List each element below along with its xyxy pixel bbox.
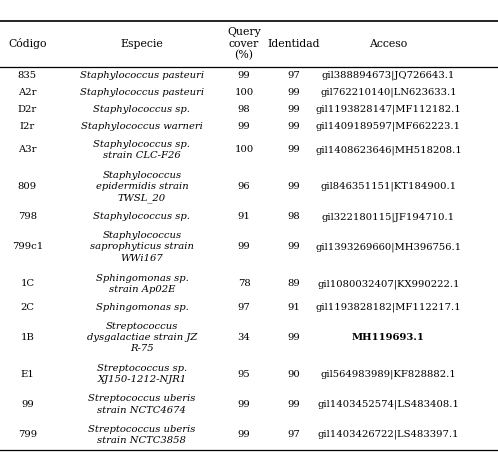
Text: Streptococcus: Streptococcus <box>106 322 178 331</box>
Text: gil1193828147|MF112182.1: gil1193828147|MF112182.1 <box>316 104 461 114</box>
Text: 799c1: 799c1 <box>12 242 43 251</box>
Text: 1B: 1B <box>20 333 34 342</box>
Text: 799: 799 <box>18 430 37 439</box>
Text: 91: 91 <box>287 303 300 312</box>
Text: 99: 99 <box>287 400 300 409</box>
Text: gil322180115|JF194710.1: gil322180115|JF194710.1 <box>322 212 455 222</box>
Text: 89: 89 <box>287 279 300 288</box>
Text: 99: 99 <box>287 122 300 131</box>
Text: 97: 97 <box>287 71 300 80</box>
Text: 95: 95 <box>238 370 250 379</box>
Text: gil1409189597|MF662223.1: gil1409189597|MF662223.1 <box>316 121 461 131</box>
Text: Streptococcus sp.: Streptococcus sp. <box>97 364 187 373</box>
Text: 99: 99 <box>238 430 250 439</box>
Text: gil1403452574|LS483408.1: gil1403452574|LS483408.1 <box>318 400 459 409</box>
Text: XJ150-1212-NJR1: XJ150-1212-NJR1 <box>98 376 186 384</box>
Text: Staphylococcus warneri: Staphylococcus warneri <box>81 122 203 131</box>
Text: gil1408623646|MH518208.1: gil1408623646|MH518208.1 <box>315 145 462 154</box>
Text: 99: 99 <box>287 333 300 342</box>
Text: 100: 100 <box>235 88 253 97</box>
Text: MH119693.1: MH119693.1 <box>352 333 425 342</box>
Text: gil1080032407|KX990222.1: gil1080032407|KX990222.1 <box>317 279 460 289</box>
Text: 798: 798 <box>18 213 37 221</box>
Text: E1: E1 <box>20 370 34 379</box>
Text: 99: 99 <box>238 122 250 131</box>
Text: 99: 99 <box>287 242 300 251</box>
Text: Código: Código <box>8 38 47 49</box>
Text: 97: 97 <box>238 303 250 312</box>
Text: 78: 78 <box>238 279 250 288</box>
Text: Staphylococcus sp.: Staphylococcus sp. <box>94 105 190 114</box>
Text: 1C: 1C <box>20 279 34 288</box>
Text: gil846351151|KT184900.1: gil846351151|KT184900.1 <box>320 182 457 191</box>
Text: A2r: A2r <box>18 88 37 97</box>
Text: Especie: Especie <box>121 39 163 49</box>
Text: 96: 96 <box>238 182 250 191</box>
Text: Identidad: Identidad <box>267 39 320 49</box>
Text: 97: 97 <box>287 430 300 439</box>
Text: 98: 98 <box>238 105 250 114</box>
Text: 99: 99 <box>287 145 300 154</box>
Text: Acceso: Acceso <box>370 39 407 49</box>
Text: 99: 99 <box>238 400 250 409</box>
Text: Staphylococcus pasteuri: Staphylococcus pasteuri <box>80 88 204 97</box>
Text: 99: 99 <box>238 242 250 251</box>
Text: Staphylococcus pasteuri: Staphylococcus pasteuri <box>80 71 204 80</box>
Text: Staphylococcus: Staphylococcus <box>103 171 181 180</box>
Text: A3r: A3r <box>18 145 37 154</box>
Text: gil388894673|JQ726643.1: gil388894673|JQ726643.1 <box>322 71 455 80</box>
Text: strain NCTC3858: strain NCTC3858 <box>98 436 186 445</box>
Text: WWi167: WWi167 <box>121 254 163 263</box>
Text: gil1403426722|LS483397.1: gil1403426722|LS483397.1 <box>318 430 459 439</box>
Text: gil762210140|LN623633.1: gil762210140|LN623633.1 <box>320 87 457 97</box>
Text: Staphylococcus: Staphylococcus <box>103 231 181 240</box>
Text: 91: 91 <box>238 213 250 221</box>
Text: strain CLC-F26: strain CLC-F26 <box>103 151 181 160</box>
Text: 90: 90 <box>287 370 300 379</box>
Text: strain Ap02E: strain Ap02E <box>109 285 175 294</box>
Text: 99: 99 <box>287 105 300 114</box>
Text: Sphingomonas sp.: Sphingomonas sp. <box>96 273 188 283</box>
Text: Query
cover
(%): Query cover (%) <box>227 27 261 60</box>
Text: D2r: D2r <box>18 105 37 114</box>
Text: 34: 34 <box>238 333 250 342</box>
Text: dysgalactiae strain JZ: dysgalactiae strain JZ <box>87 333 197 342</box>
Text: 99: 99 <box>287 182 300 191</box>
Text: 99: 99 <box>287 88 300 97</box>
Text: 99: 99 <box>21 400 34 409</box>
Text: 835: 835 <box>18 71 37 80</box>
Text: 100: 100 <box>235 145 253 154</box>
Text: Streptococcus uberis: Streptococcus uberis <box>88 425 196 434</box>
Text: gil1393269660|MH396756.1: gil1393269660|MH396756.1 <box>315 242 462 252</box>
Text: Streptococcus uberis: Streptococcus uberis <box>88 394 196 403</box>
Text: I2r: I2r <box>20 122 35 131</box>
Text: 99: 99 <box>238 71 250 80</box>
Text: Sphingomonas sp.: Sphingomonas sp. <box>96 303 188 312</box>
Text: 809: 809 <box>18 182 37 191</box>
Text: strain NCTC4674: strain NCTC4674 <box>98 406 186 414</box>
Text: 2C: 2C <box>20 303 34 312</box>
Text: epidermidis strain: epidermidis strain <box>96 182 188 191</box>
Text: gil1193828182|MF112217.1: gil1193828182|MF112217.1 <box>316 303 461 312</box>
Text: TWSL_20: TWSL_20 <box>118 193 166 203</box>
Text: 98: 98 <box>287 213 300 221</box>
Text: R-75: R-75 <box>130 344 154 353</box>
Text: Staphylococcus sp.: Staphylococcus sp. <box>94 213 190 221</box>
Text: Staphylococcus sp.: Staphylococcus sp. <box>94 140 190 149</box>
Text: saprophyticus strain: saprophyticus strain <box>90 242 194 251</box>
Text: gil564983989|KF828882.1: gil564983989|KF828882.1 <box>321 370 456 379</box>
